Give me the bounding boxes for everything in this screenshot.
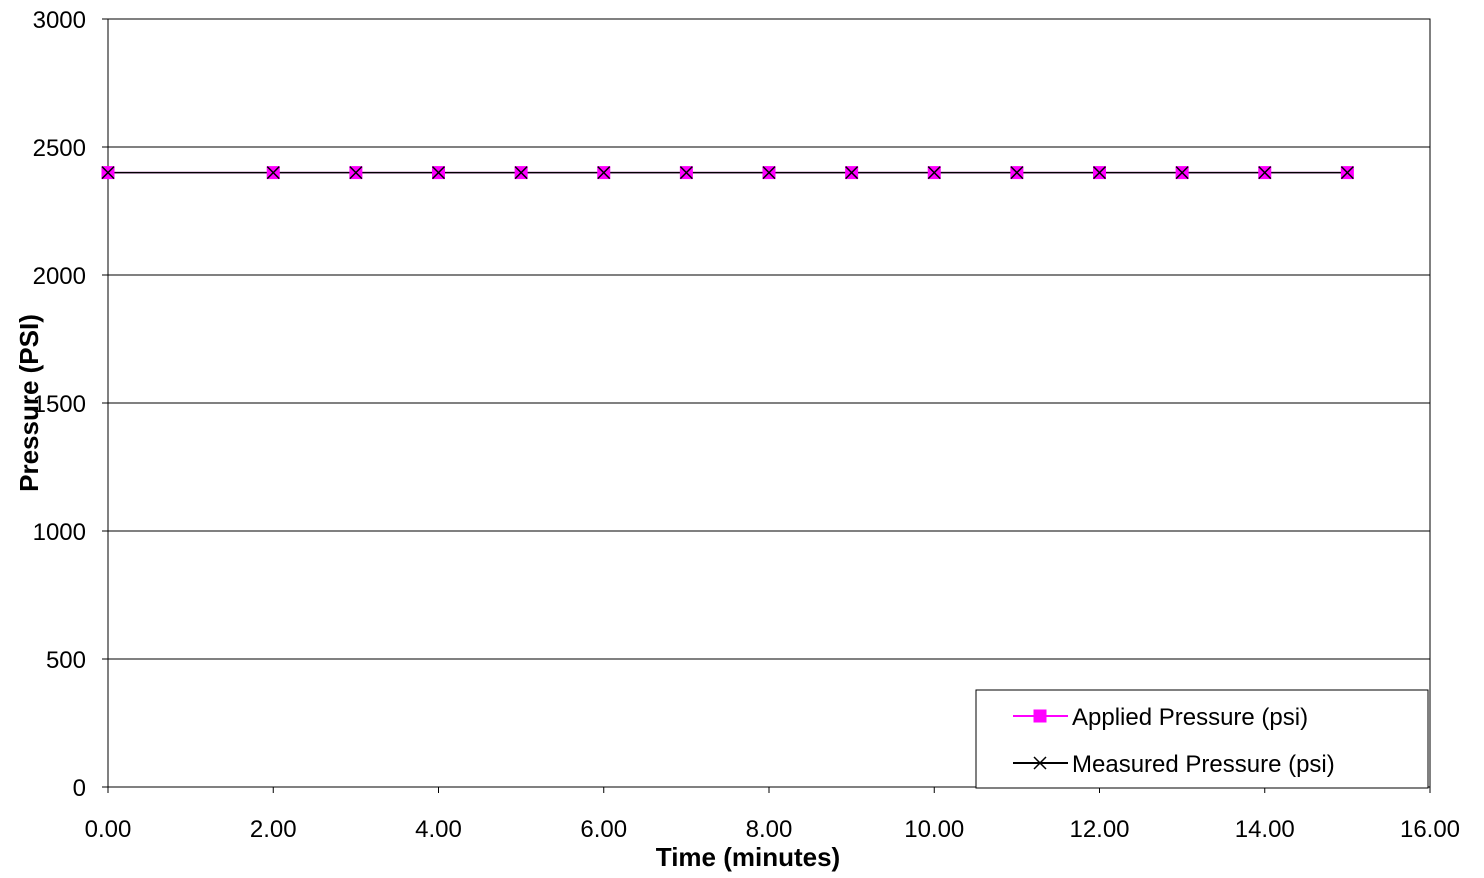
y-tick-label: 2000 [33,263,86,290]
data-point-measured [597,166,611,180]
x-tick-label: 10.00 [904,816,964,843]
x-tick-label: 14.00 [1235,816,1295,843]
legend-label-measured: Measured Pressure (psi) [1072,751,1335,778]
y-tick-label: 1500 [33,391,86,418]
y-tick-label: 1000 [33,519,86,546]
x-tick-label: 16.00 [1400,816,1460,843]
x-tick-label: 6.00 [580,816,627,843]
legend: Applied Pressure (psi) Measured Pressure… [975,689,1429,789]
x-tick-label: 2.00 [250,816,297,843]
y-axis: 0 500 1000 1500 2000 2500 3000 [33,7,108,802]
data-point-measured [845,166,859,180]
data-point-measured [1010,166,1024,180]
data-point-measured [927,166,941,180]
data-point-measured [679,166,693,180]
series-layer [101,166,1354,180]
x-tick-label: 12.00 [1069,816,1129,843]
y-tick-label: 2500 [33,135,86,162]
x-axis: 0.00 2.00 4.00 6.00 8.00 10.00 12.00 14.00 16.00 [85,787,1460,843]
gridlines [108,146,1430,660]
x-axis-title: Time (minutes) [656,842,840,872]
data-point-measured [1340,166,1354,180]
y-tick-label: 3000 [33,7,86,34]
legend-marker-square [1033,709,1047,723]
y-tick-label: 500 [46,647,86,674]
data-point-measured [101,166,115,180]
data-point-measured [431,166,446,180]
data-point-measured [762,166,776,180]
legend-label-applied: Applied Pressure (psi) [1072,704,1308,731]
x-tick-label: 8.00 [746,816,793,843]
data-point-measured [1092,166,1107,180]
y-axis-title: Pressure (PSI) [14,314,44,492]
data-point-measured [1175,166,1189,180]
data-point-measured [266,166,280,180]
x-tick-label: 0.00 [85,816,132,843]
legend-marker-x [1033,756,1047,770]
data-point-measured [349,166,363,180]
legend-box [975,689,1429,789]
x-tick-label: 4.00 [415,816,462,843]
y-tick-label: 0 [73,775,86,802]
data-point-measured [1258,166,1272,180]
data-point-measured [514,166,528,180]
